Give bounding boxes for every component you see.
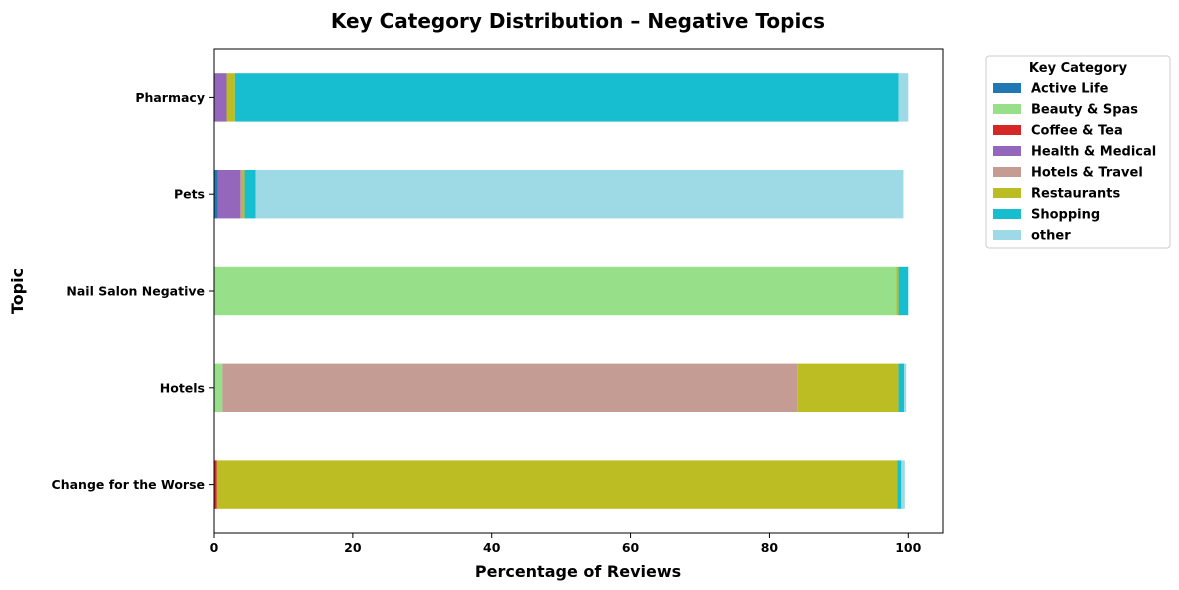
legend-label-coffee-and-tea: Coffee & Tea [1031,124,1123,139]
y-tick-label: Pharmacy [135,90,205,105]
y-tick-label: Pets [174,187,205,202]
legend-swatch-health-and-medical [993,146,1021,156]
x-tick-label: 80 [761,540,779,555]
legend-label-other: other [1031,229,1071,244]
x-tick-label: 40 [483,540,501,555]
bar-change-for-the-worse-restaurants [216,460,898,509]
x-tick-label: 100 [895,540,921,555]
legend: Key Category Active Life Beauty & Spas Cof… [985,55,1171,249]
bar-hotels-restaurants [797,363,899,412]
bar-change-for-the-worse-shopping [897,460,902,509]
x-tick-label: 20 [344,540,362,555]
legend-swatch-shopping [993,209,1021,219]
bar-pets-active-life [214,170,218,219]
legend-label-active-life: Active Life [1031,82,1109,97]
legend-label-health-and-medical: Health & Medical [1031,145,1156,160]
bar-pets-other [255,170,904,219]
legend-swatch-other [993,230,1021,240]
bar-pets-restaurants [242,170,245,219]
legend-swatch-coffee-and-tea [993,125,1021,135]
x-tick-label: 0 [210,540,219,555]
bar-change-for-the-worse-other [901,460,905,509]
y-tick-label: Change for the Worse [52,477,205,492]
bar-nail-salon-negative-restaurants [896,266,899,316]
legend-label-restaurants: Restaurants [1031,187,1120,202]
bar-change-for-the-worse-coffee-and-tea [214,460,217,509]
bar-pets-health-and-medical [217,170,241,219]
y-tick-label: Nail Salon Negative [66,284,205,299]
legend-swatch-restaurants [993,188,1021,198]
bar-hotels-shopping [898,363,905,412]
bar-pets-hotels-and-travel [240,170,243,219]
y-axis-label: Topic [8,268,27,314]
bar-hotels-hotels-and-travel [222,363,798,412]
x-tick-label: 60 [622,540,640,555]
bar-pharmacy-health-and-medical [214,73,227,122]
bar-nail-salon-negative-shopping [898,266,909,316]
legend-swatch-beauty-and-spas [993,104,1021,114]
legend-frame [985,55,1171,249]
legend-items: Active Life Beauty & Spas Coffee & Tea Heal… [993,82,1156,244]
legend-label-beauty-and-spas: Beauty & Spas [1031,103,1138,118]
y-axis-ticks: Change for the Worse Hotels Nail Salon Neg… [52,90,214,492]
bars-layer [214,73,909,509]
legend-swatch-hotels-and-travel [993,167,1021,177]
chart-title: Key Category Distribution – Negative Top… [331,9,825,33]
bar-nail-salon-negative-beauty-and-spas [214,266,897,316]
x-axis-ticks: 0 20 40 60 80 100 [210,533,922,555]
legend-title: Key Category [1029,61,1128,76]
bar-pharmacy-restaurants [226,73,235,122]
legend-label-shopping: Shopping [1031,208,1100,223]
legend-label-hotels-and-travel: Hotels & Travel [1031,166,1143,181]
x-axis-label: Percentage of Reviews [475,562,681,581]
bar-hotels-beauty-and-spas [214,363,223,412]
bar-pharmacy-other [898,73,909,122]
bar-hotels-other [904,363,907,412]
bar-pharmacy-shopping [234,73,899,122]
legend-swatch-active-life [993,83,1021,93]
bar-pets-shopping [244,170,256,219]
y-tick-label: Hotels [160,380,205,395]
